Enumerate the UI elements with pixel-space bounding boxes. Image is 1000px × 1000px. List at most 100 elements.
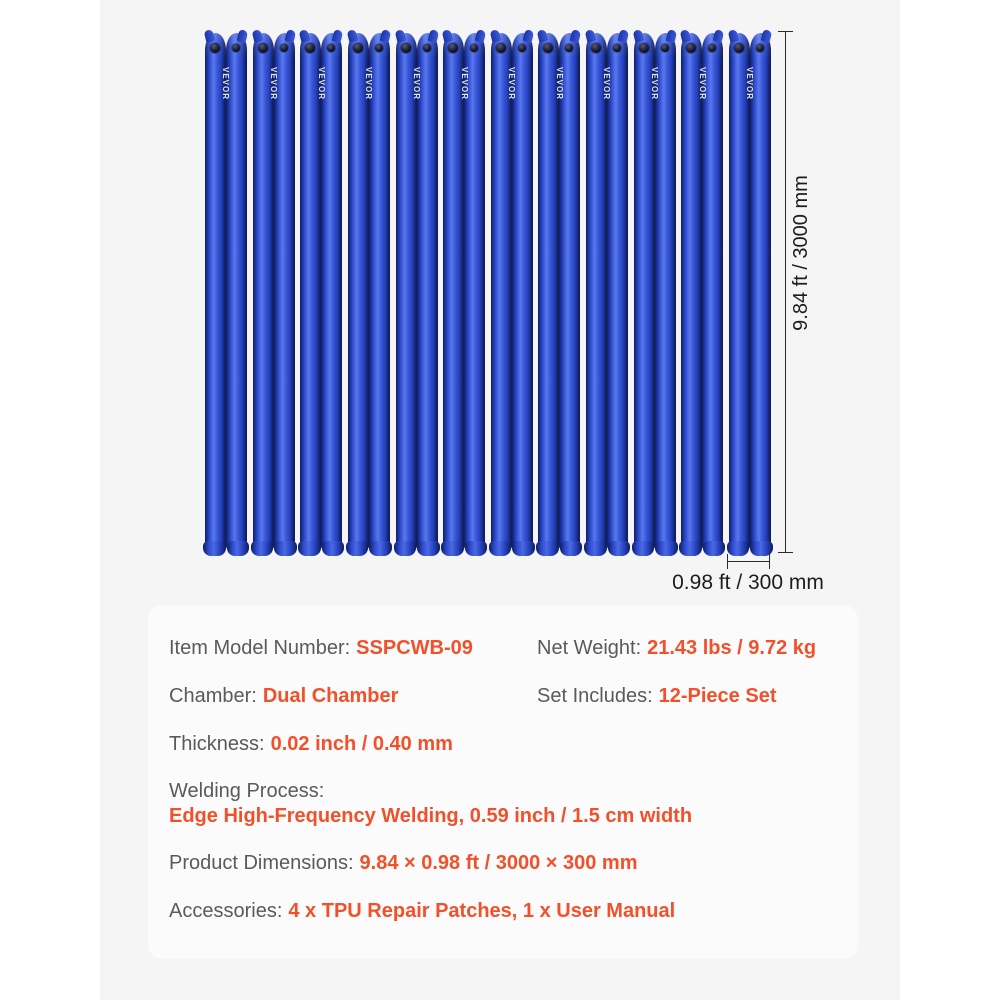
air-valve-icon [470, 44, 479, 52]
tube-chamber-left [443, 33, 465, 550]
tube-chamber-right [654, 33, 676, 550]
height-dimension-line [778, 31, 793, 553]
height-dimension-label: 9.84 ft / 3000 mm [790, 175, 812, 331]
water-barrier-tube: VEVOR [726, 30, 773, 556]
tube-foot [726, 541, 773, 556]
tube-foot [584, 541, 630, 556]
water-barrier-tube: VEVOR [679, 30, 726, 556]
tube-chamber-right [464, 33, 486, 550]
tube-chamber-right [749, 33, 771, 550]
air-valve-icon [565, 44, 574, 52]
tube-chamber-right [273, 33, 295, 550]
tube-chamber-left [681, 33, 703, 550]
tube-chamber-right [416, 33, 438, 550]
tube-chamber-left [252, 33, 274, 550]
air-valve-icon [210, 43, 220, 53]
tube-foot [536, 541, 583, 556]
brand-label-vertical: VEVOR [269, 66, 279, 100]
spec-row-1: Item Model Number: SSPCWB-09 Net Weight: 2… [148, 636, 858, 660]
content-area: VEVOR VEVOR VEVOR VEVOR [100, 0, 900, 1000]
tube-chamber-right [226, 33, 247, 550]
air-valve-icon [448, 43, 459, 53]
brand-label-vertical: VEVOR [459, 66, 469, 100]
tube-foot [203, 541, 249, 556]
air-valve-icon [495, 43, 506, 53]
tube-foot [679, 541, 726, 556]
tube-set: VEVOR VEVOR VEVOR VEVOR [203, 30, 773, 556]
air-valve-icon [686, 43, 697, 53]
air-valve-icon [708, 44, 717, 52]
water-barrier-tube: VEVOR [488, 30, 535, 556]
spec-row-3: Thickness: 0.02 inch / 0.40 mm [148, 732, 858, 756]
tube-foot [393, 541, 440, 556]
brand-label-vertical: VEVOR [507, 66, 517, 100]
brand-label-vertical: VEVOR [411, 66, 421, 100]
water-barrier-tube: VEVOR [393, 30, 440, 556]
tube-foot [631, 541, 678, 556]
spec-row-4: Welding Process: [148, 779, 858, 803]
brand-label-vertical: VEVOR [697, 66, 707, 100]
tube-chamber-right [511, 33, 533, 550]
air-valve-icon [638, 43, 649, 53]
tube-chamber-right [559, 33, 581, 550]
spec-product-dimensions: Product Dimensions: 9.84 × 0.98 ft / 3000… [169, 852, 638, 874]
spec-row-4b: Edge High-Frequency Welding, 0.59 inch /… [148, 804, 858, 828]
air-valve-icon [591, 43, 601, 53]
spec-net-weight: Net Weight: 21.43 lbs / 9.72 kg [537, 637, 817, 659]
air-valve-icon [422, 44, 431, 52]
brand-label-vertical: VEVOR [650, 66, 660, 100]
tube-chamber-left [586, 33, 607, 550]
spec-accessories: Accessories: 4 x TPU Repair Patches, 1 x … [169, 900, 676, 922]
tube-chamber-right [368, 33, 390, 550]
air-valve-icon [400, 43, 411, 53]
spec-chamber: Chamber: Dual Chamber [169, 685, 399, 707]
water-barrier-tube: VEVOR [345, 30, 392, 556]
width-dimension-bracket [727, 554, 770, 569]
air-valve-icon [352, 43, 363, 53]
tube-chamber-left [300, 33, 322, 550]
width-dimension-label: 0.98 ft / 300 mm [672, 571, 824, 594]
tube-chamber-left [347, 33, 369, 550]
brand-label-vertical: VEVOR [602, 66, 612, 100]
air-valve-icon [327, 44, 336, 52]
brand-label-vertical: VEVOR [316, 66, 326, 100]
spec-row-6: Accessories: 4 x TPU Repair Patches, 1 x … [148, 899, 858, 923]
brand-label-vertical: VEVOR [364, 66, 374, 100]
air-valve-icon [279, 44, 288, 52]
tube-chamber-left [728, 33, 750, 550]
water-barrier-tube: VEVOR [631, 30, 678, 556]
brand-label-vertical: VEVOR [221, 66, 231, 100]
tube-chamber-left [205, 33, 226, 550]
air-valve-icon [517, 44, 526, 52]
air-valve-icon [613, 44, 621, 52]
tube-chamber-right [321, 33, 343, 550]
water-barrier-tube: VEVOR [441, 30, 488, 556]
tube-chamber-left [633, 33, 655, 550]
air-valve-icon [374, 44, 383, 52]
spec-panel: Item Model Number: SSPCWB-09 Net Weight: 2… [148, 605, 858, 959]
spec-set-includes: Set Includes: 12-Piece Set [537, 685, 777, 707]
spec-thickness: Thickness: 0.02 inch / 0.40 mm [169, 733, 453, 755]
air-valve-icon [733, 43, 744, 53]
water-barrier-tube: VEVOR [298, 30, 345, 556]
spec-item-model-number: Item Model Number: SSPCWB-09 [169, 637, 473, 659]
tube-foot [441, 541, 488, 556]
brand-label-vertical: VEVOR [745, 66, 755, 100]
tube-chamber-left [395, 33, 417, 550]
air-valve-icon [232, 44, 240, 52]
tube-foot [298, 541, 345, 556]
air-valve-icon [257, 43, 268, 53]
spec-welding-process-label: Welding Process: [169, 780, 325, 802]
tube-chamber-right [702, 33, 724, 550]
tube-chamber-left [490, 33, 512, 550]
tube-foot [345, 541, 392, 556]
water-barrier-tube: VEVOR [584, 30, 630, 556]
air-valve-icon [543, 43, 554, 53]
spec-row-2: Chamber: Dual Chamber Set Includes: 12-Pie… [148, 684, 858, 708]
water-barrier-tube: VEVOR [250, 30, 297, 556]
spec-welding-process-value: Edge High-Frequency Welding, 0.59 inch /… [169, 805, 693, 827]
brand-label-vertical: VEVOR [554, 66, 564, 100]
air-valve-icon [660, 44, 669, 52]
water-barrier-tube: VEVOR [203, 30, 249, 556]
